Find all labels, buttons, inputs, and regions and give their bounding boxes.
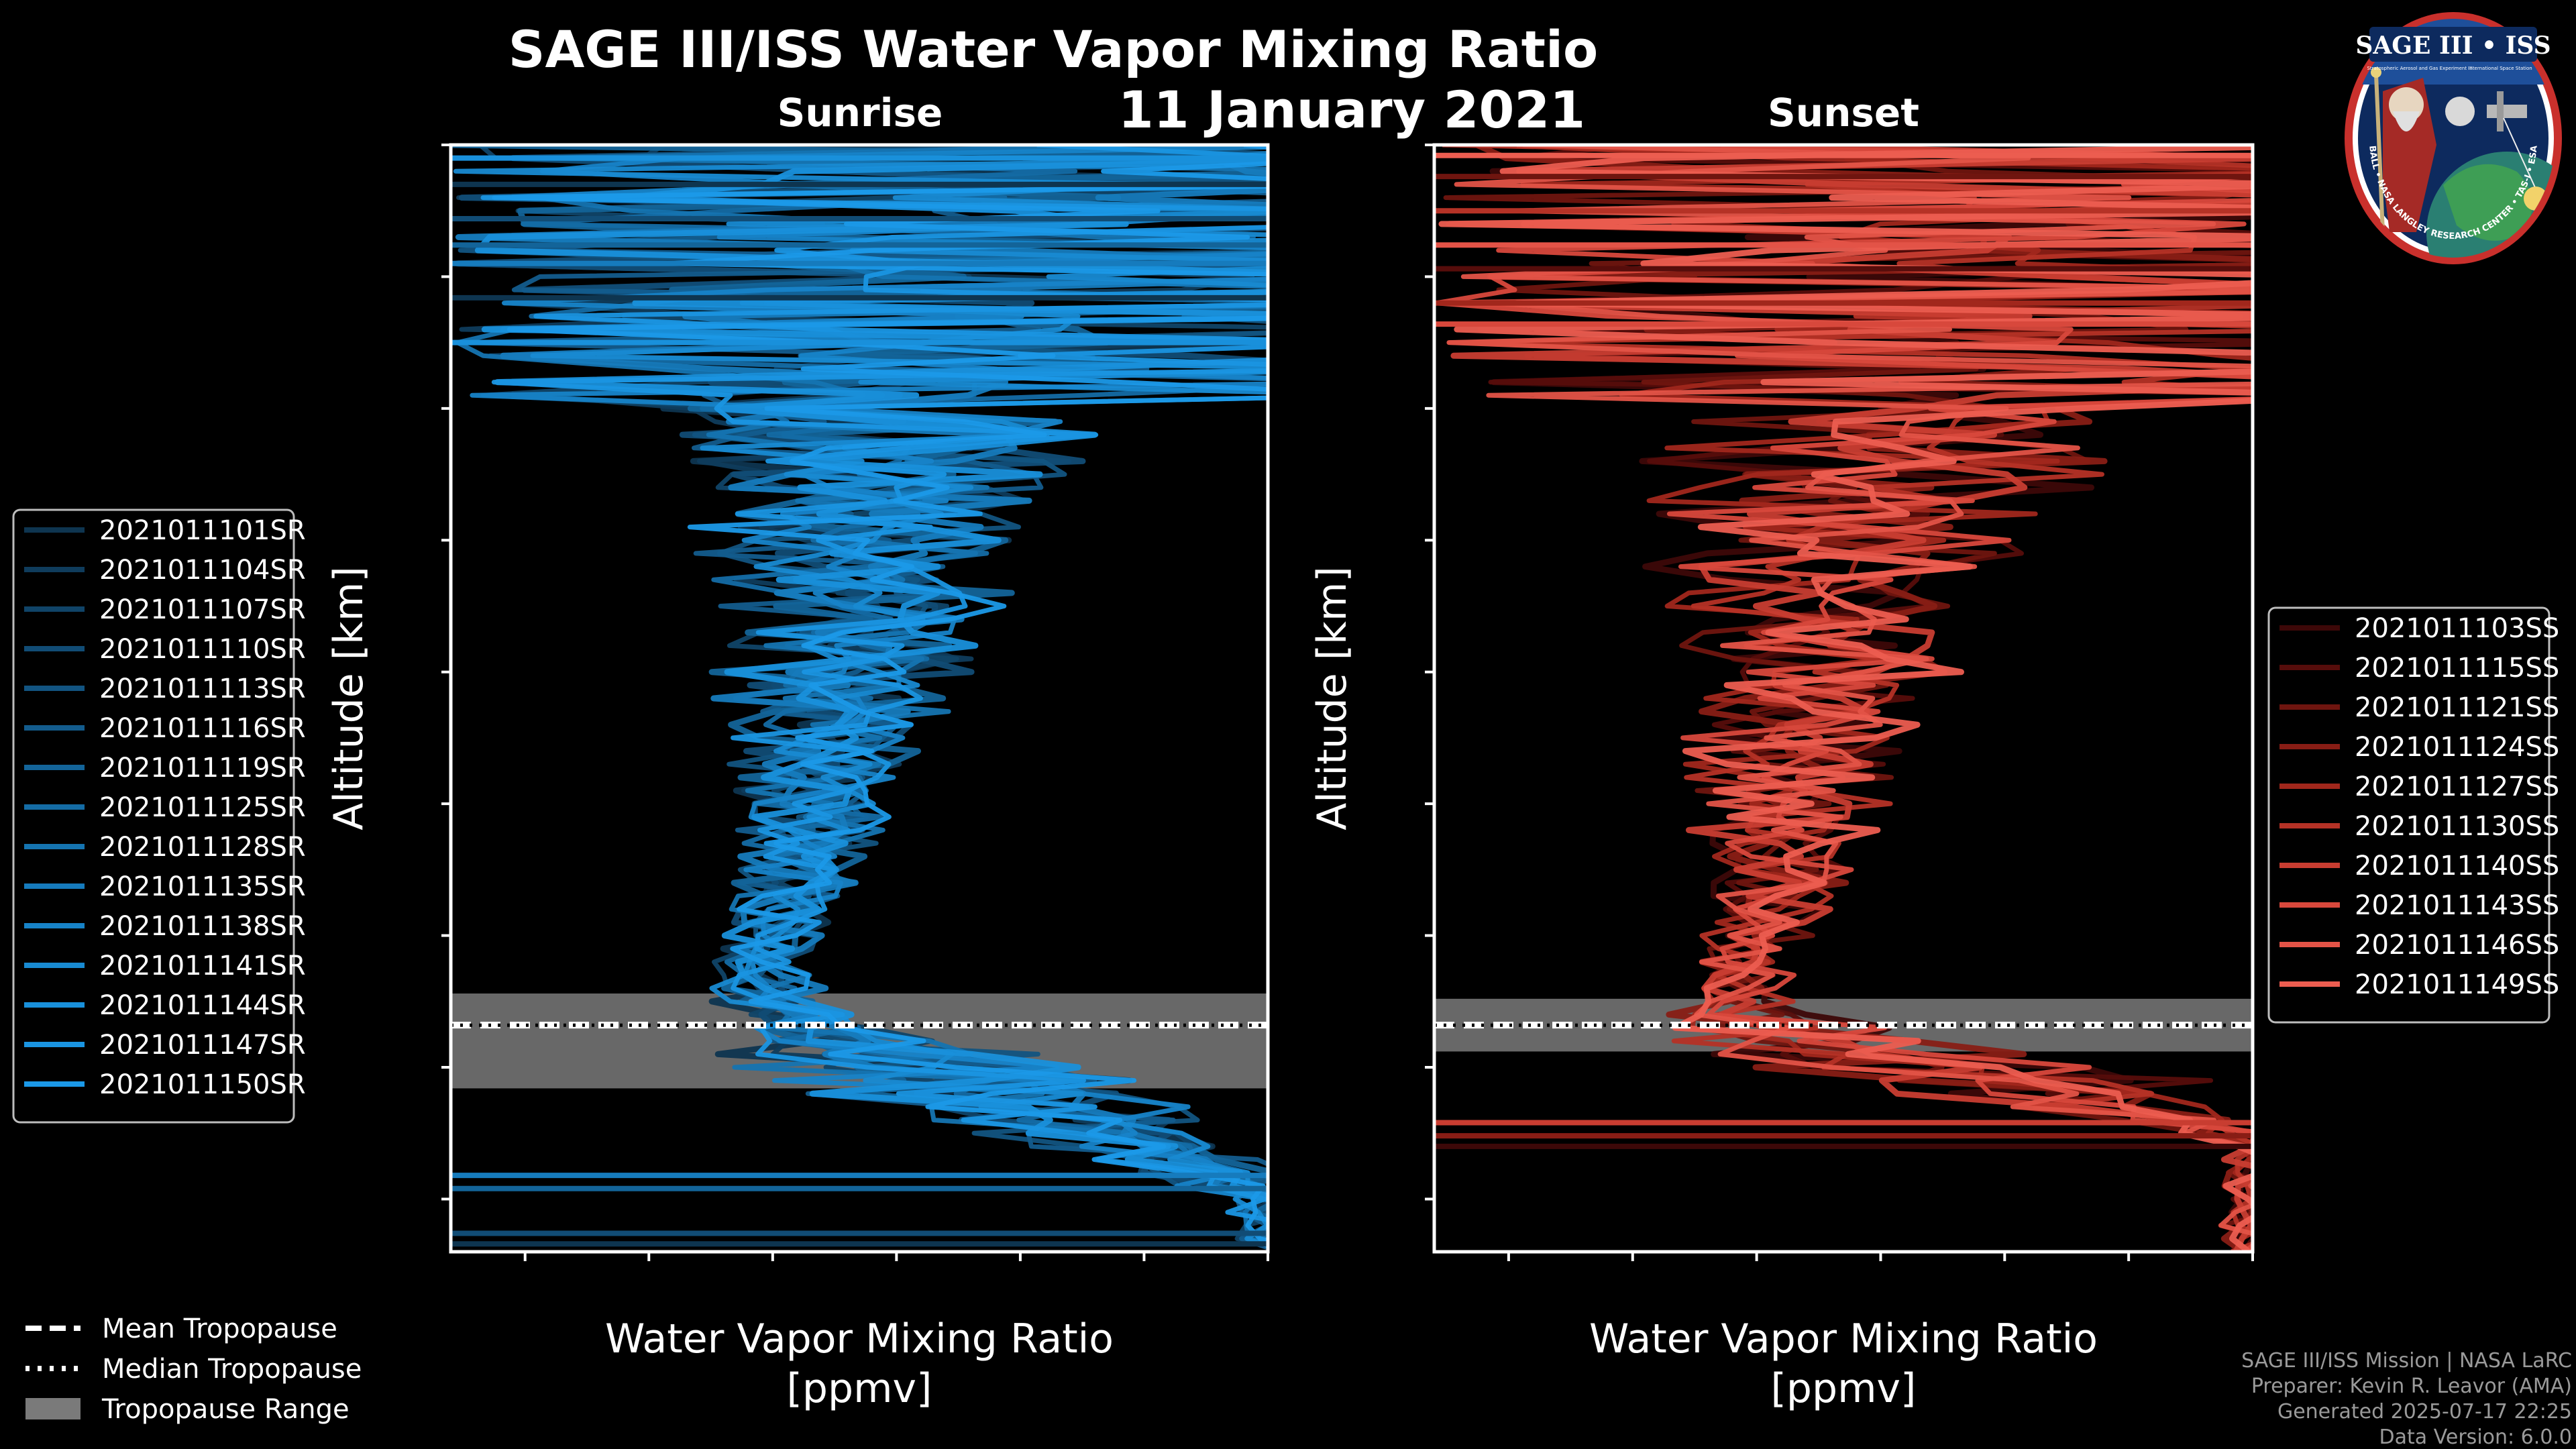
tropopause-legend: Mean Tropopause Median Tropopause Tropopau… (25, 1313, 362, 1425)
sunrise-panel: Water Vapor Mixing Ratio [ppmv] Altitude [… (325, 143, 1270, 1412)
legend-label: 2021011130SS (2355, 811, 2559, 842)
credit-line: Data Version: 6.0.0 (2379, 1426, 2572, 1449)
credit-line: Preparer: Kevin R. Leavor (AMA) (2251, 1375, 2572, 1398)
legend-label: 2021011147SR (99, 1030, 306, 1061)
plot-area (1434, 145, 2253, 1252)
legend-label: 2021011141SR (99, 951, 306, 981)
legend-label: 2021011107SR (99, 594, 306, 625)
y-axis-label: Altitude [km] (1309, 566, 1356, 830)
plot-frame (449, 143, 1270, 1254)
legend-box (2267, 606, 2551, 1024)
legend-label: 2021011104SR (99, 555, 306, 586)
legend-label: 2021011115SS (2355, 653, 2559, 684)
profile-line-2021011150SR (492, 145, 1268, 1244)
profile-line-2021011144SR (474, 158, 1268, 1200)
legend-label: 2021011143SS (2355, 890, 2559, 921)
sunrise-panel-title: Sunrise (777, 90, 943, 136)
tropopause-legend-label: Tropopause Range (101, 1394, 350, 1425)
tropopause-range-swatch (25, 1398, 80, 1419)
legend-label: 2021011125SR (99, 792, 306, 823)
credit-line: SAGE III/ISS Mission | NASA LaRC (2241, 1349, 2572, 1373)
x-axis-label: Water Vapor Mixing Ratio [ppmv] (605, 1316, 1114, 1412)
profile-line-2021011147SR (480, 145, 1268, 1222)
profile-line-2021011146SS (1446, 145, 2253, 1252)
legend-label: 2021011149SS (2355, 969, 2559, 1000)
plot-frame (1432, 143, 2255, 1254)
sage-iss-mission-logo: SAGE III • ISS Stratospheric Aerosol and… (2345, 12, 2562, 264)
figure-title: SAGE III/ISS Water Vapor Mixing Ratio (508, 19, 1599, 79)
credits: SAGE III/ISS Mission | NASA LaRC Prepare… (2241, 1349, 2572, 1449)
x-axis-label-line: [ppmv] (1771, 1365, 1917, 1412)
legend-label: 2021011113SR (99, 674, 306, 704)
legend-box (12, 508, 295, 1124)
tropopause-legend-label: Mean Tropopause (102, 1313, 337, 1344)
logo-title: SAGE III • ISS (2355, 32, 2551, 60)
x-axis-label-line: Water Vapor Mixing Ratio (605, 1316, 1114, 1362)
y-axis-label: Altitude [km] (325, 566, 372, 830)
legend-label: 2021011110SR (99, 634, 306, 665)
x-axis-label-line: [ppmv] (787, 1365, 932, 1412)
logo-subtitle: Stratospheric Aerosol and Gas Experiment… (2367, 66, 2472, 71)
sunset-legend: 2021011103SS 2021011115SS 2021011121SS 2021… (2267, 606, 2559, 1024)
plot-area (451, 145, 1268, 1250)
legend-label: 2021011119SR (99, 753, 306, 784)
legend-label: 2021011135SR (99, 871, 306, 902)
legend-label: 2021011144SR (99, 990, 306, 1021)
x-axis-label-line: Water Vapor Mixing Ratio (1589, 1316, 2098, 1362)
legend-label: 2021011128SR (99, 832, 306, 863)
sunrise-legend: 2021011101SR 2021011104SR 2021011107SR 2021… (12, 508, 306, 1124)
profile-line-2021011149SS (1438, 145, 2253, 1252)
profile-line-2021011143SS (1434, 145, 2253, 1252)
x-axis-label: Water Vapor Mixing Ratio [ppmv] (1589, 1316, 2098, 1412)
legend-label: 2021011127SS (2355, 771, 2559, 802)
sunset-panel: Water Vapor Mixing Ratio [ppmv] Altitude [… (1309, 143, 2255, 1412)
tropopause-legend-label: Median Tropopause (102, 1354, 362, 1385)
credit-line: Generated 2025-07-17 22:25 (2277, 1400, 2572, 1424)
figure-date: 11 January 2021 (1118, 80, 1585, 140)
legend-label: 2021011116SR (99, 713, 306, 744)
legend-label: 2021011103SS (2355, 613, 2559, 644)
legend-label: 2021011101SR (99, 515, 306, 546)
logo-subtitle: International Space Station (2468, 66, 2532, 71)
legend-label: 2021011124SS (2355, 732, 2559, 763)
legend-label: 2021011150SR (99, 1069, 306, 1100)
profile-line-2021011121SS (1443, 145, 2253, 1252)
legend-label: 2021011146SS (2355, 930, 2559, 961)
legend-label: 2021011121SS (2355, 692, 2559, 723)
sunset-panel-title: Sunset (1768, 90, 1919, 136)
legend-label: 2021011138SR (99, 911, 306, 942)
legend-label: 2021011140SS (2355, 851, 2559, 881)
